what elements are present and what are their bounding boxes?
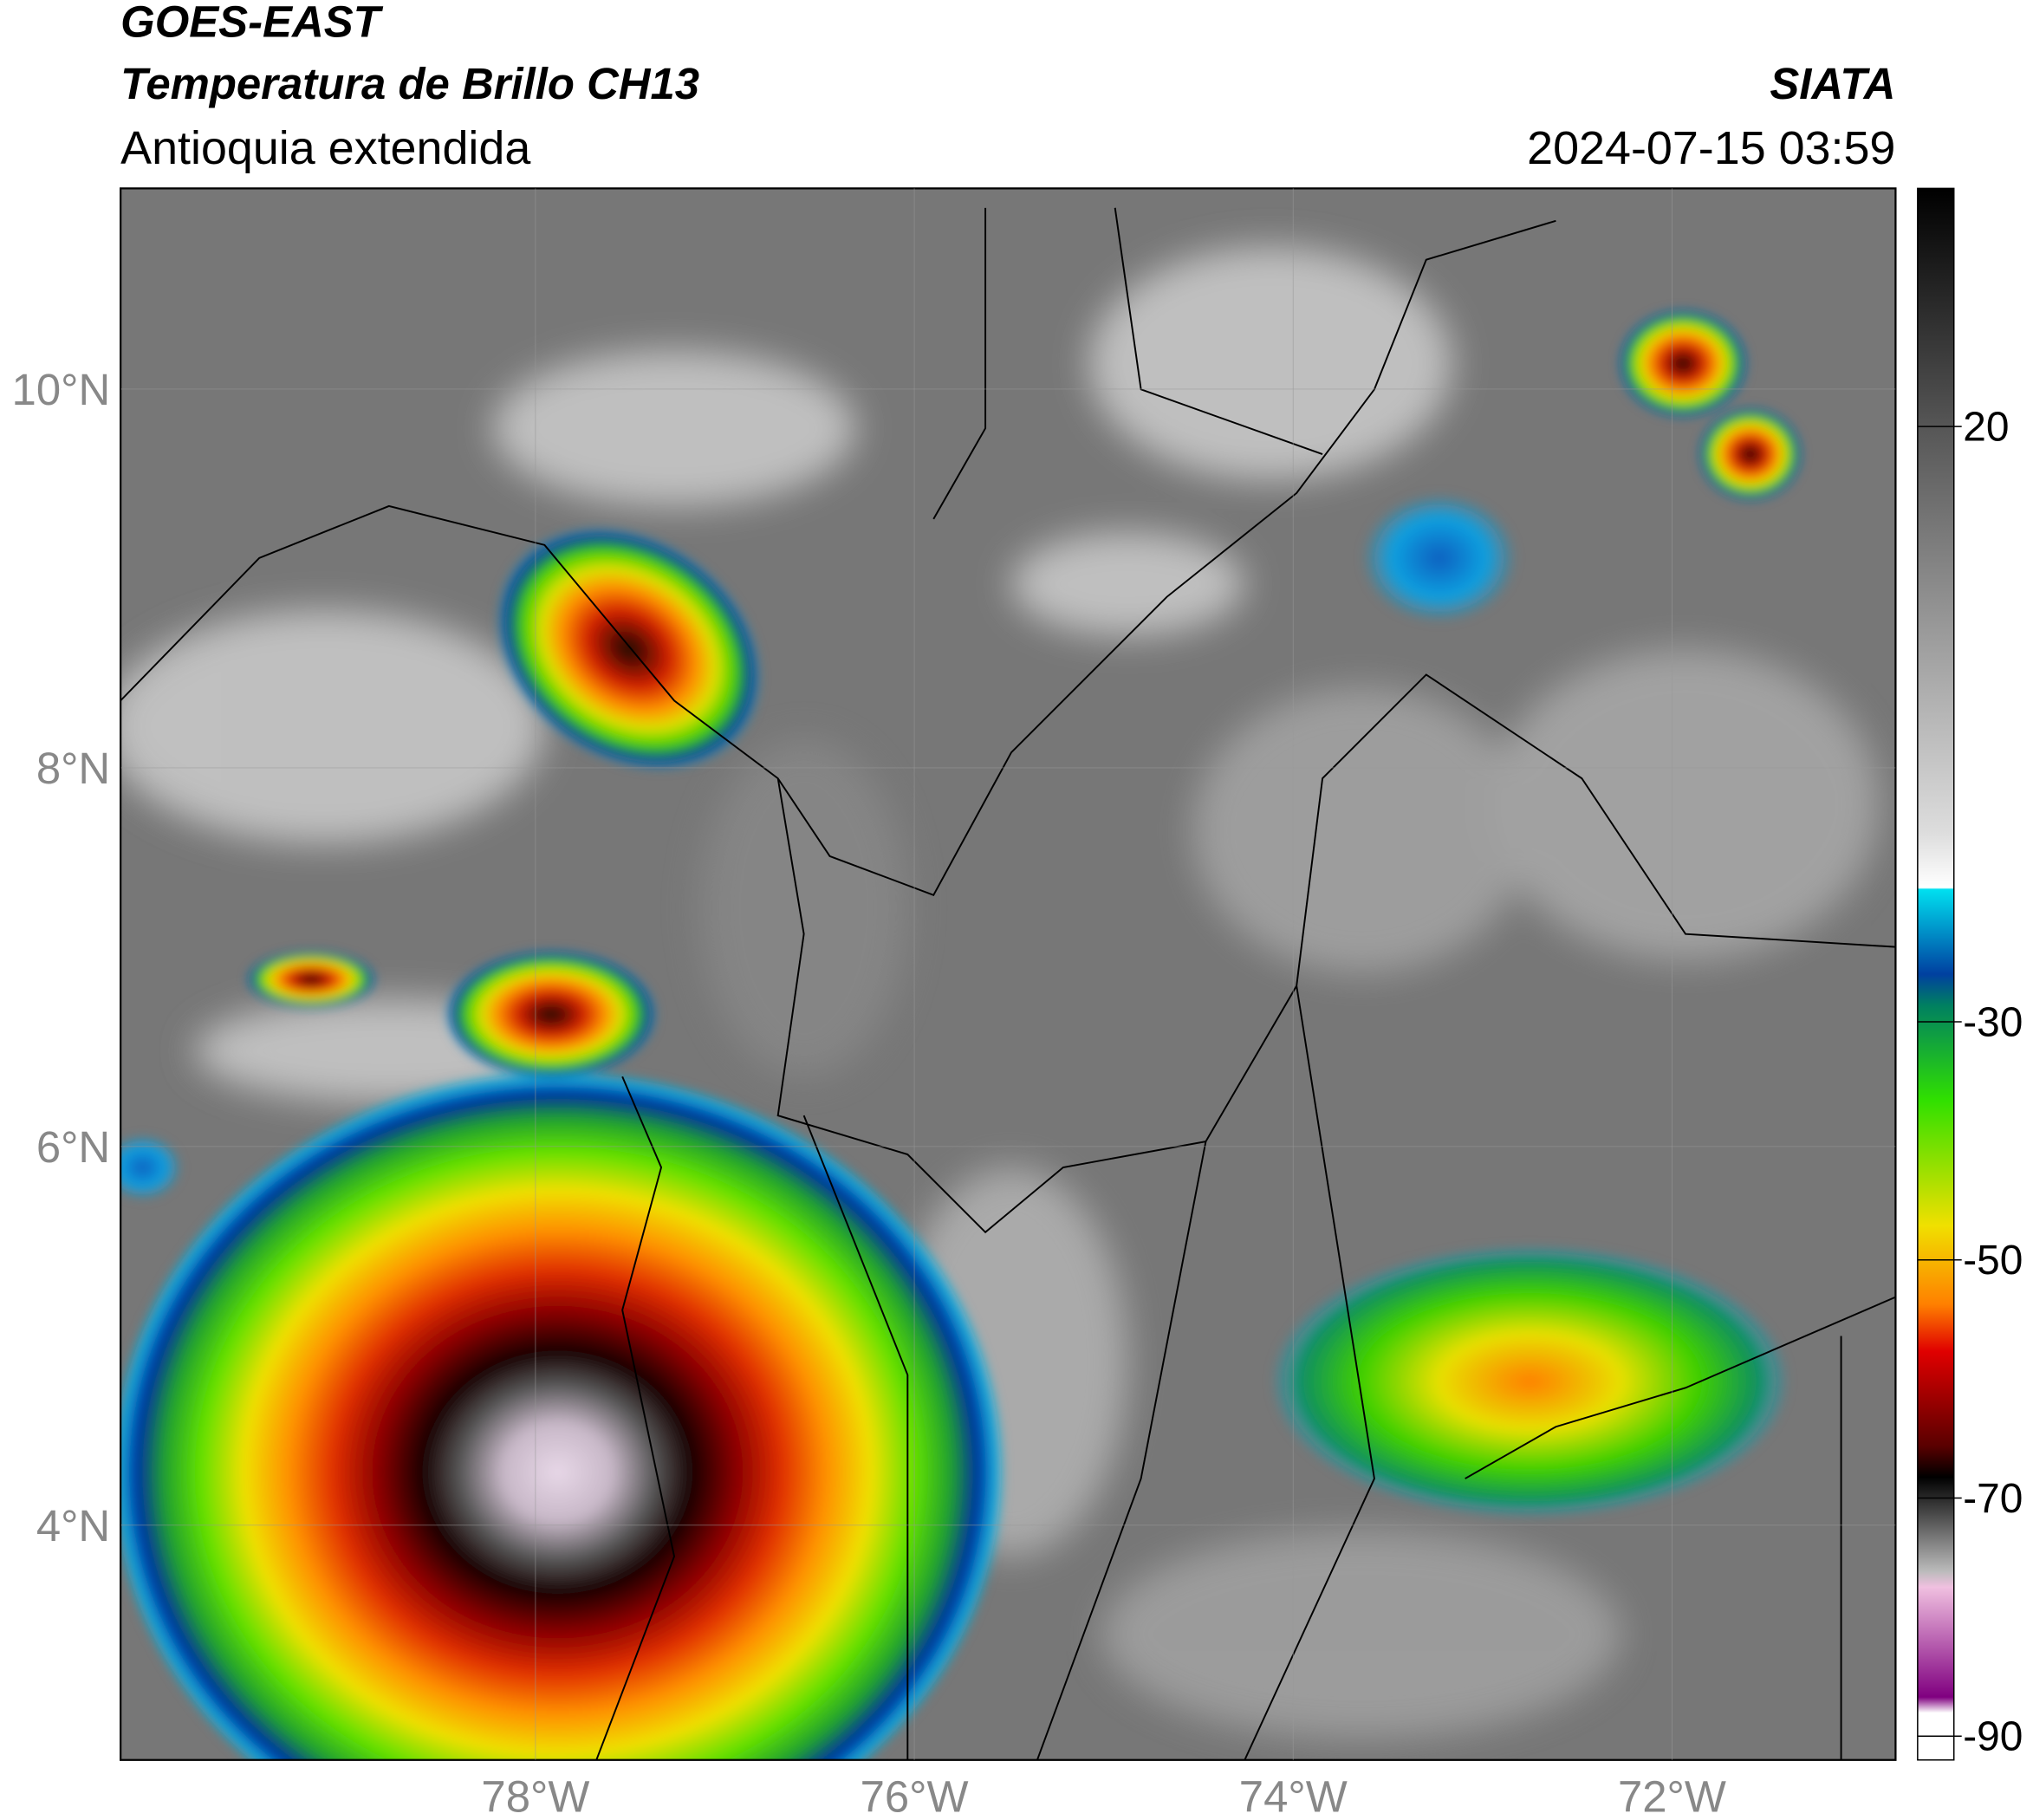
colorbar-tick-label: -70	[1963, 1476, 2023, 1522]
lon-tick-label: 78°W	[481, 1772, 589, 1820]
lat-tick-label: 8°N	[36, 744, 110, 793]
lon-tick-label: 72°W	[1618, 1772, 1726, 1820]
colorbar-tick-label: 20	[1963, 405, 2009, 451]
colorbar-tick-label: -50	[1963, 1238, 2023, 1284]
lat-tick-label: 4°N	[36, 1501, 110, 1550]
colorbar	[1917, 187, 1955, 1761]
source: SIATA	[1770, 59, 1895, 108]
lon-tick-label: 76°W	[861, 1772, 969, 1820]
lon-tick-label: 74°W	[1239, 1772, 1348, 1820]
product-title: Temperatura de Brillo CH13	[120, 59, 699, 108]
lat-tick-label: 10°N	[12, 365, 111, 414]
datetime: 2024-07-15 03:59	[1527, 122, 1895, 174]
map-frame	[120, 187, 1897, 1761]
region-subtitle: Antioquia extendida	[120, 122, 530, 174]
lat-tick-label: 6°N	[36, 1122, 110, 1172]
satellite-image	[120, 188, 1896, 1760]
colorbar-tick-label: -90	[1963, 1714, 2023, 1760]
colorbar-tick-label: -30	[1963, 999, 2023, 1045]
satellite-name: GOES-EAST	[120, 0, 383, 46]
